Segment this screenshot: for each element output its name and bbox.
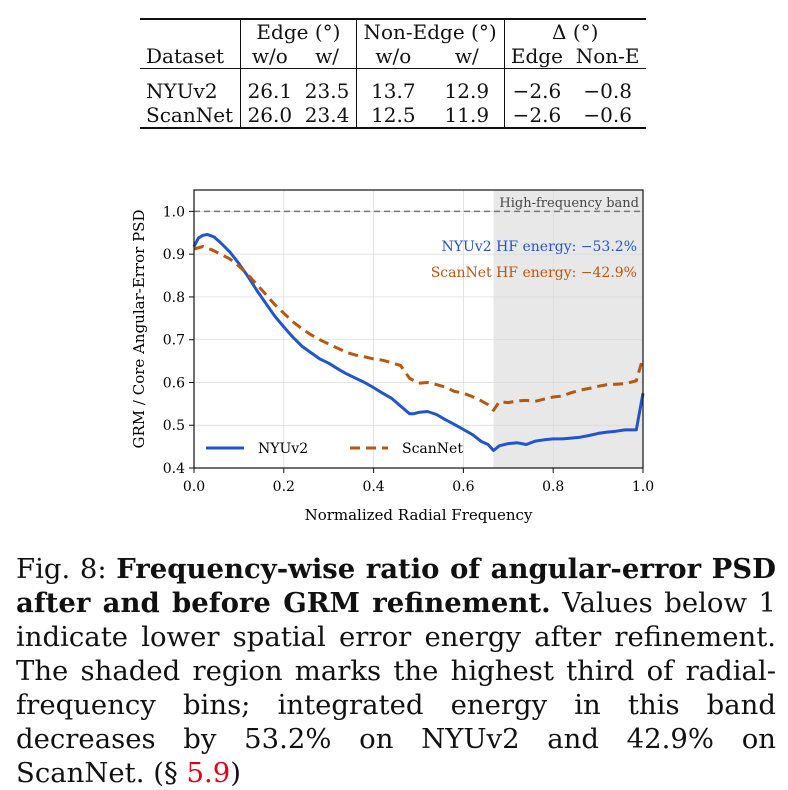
table-cell-delta-edge: −2.6 [503,79,570,103]
table-header-nonedge: Non-Edge (°) [355,19,504,44]
x-tick-label: 0.6 [452,479,474,495]
table-cell-edge-w: 23.5 [304,79,350,103]
series-line-scannet [193,245,645,412]
table-cell-dataset: NYUv2 [146,79,218,103]
table-row: NYUv2 26.1 23.5 13.7 12.9 −2.6 −0.8 [140,79,646,103]
annotation-scannet: ScanNet HF energy: −42.9% [431,265,637,281]
x-tick-label: 0.8 [542,479,564,495]
table-cell-nonedge-wo: 13.7 [355,79,431,103]
figure-caption: Fig. 8: Frequency-wise ratio of angular-… [16,552,776,790]
table-cell-delta-edge: −2.6 [503,103,570,128]
table-header-dataset: Dataset [146,44,225,68]
table-header-edge: Edge (°) [240,19,357,44]
chart-legend: NYUv2 ScanNet [206,441,463,457]
table-header-row-1: Edge (°) Non-Edge (°) Δ (°) [140,19,646,44]
table-cell-delta-nonedge: −0.8 [583,79,632,103]
table-rule-row [140,68,646,79]
psd-ratio-chart: High-frequency band 0.0 0.2 0.4 0.6 0.8 1.00.… [130,189,654,524]
table-cell-nonedge-wo: 12.5 [355,103,431,128]
table-header-delta-edge: Edge [503,44,570,69]
x-tick-label: 1.0 [632,479,654,495]
table-cell-edge-wo: 26.1 [240,79,299,103]
y-tick-label: 0.5 [163,418,185,434]
x-axis-label: Normalized Radial Frequency [305,506,533,524]
series-line-nyuv2 [192,233,645,452]
section-reference-link[interactable]: 5.9 [186,757,231,789]
y-tick-label: 1.0 [163,204,185,220]
results-table: Edge (°) Non-Edge (°) Δ (°) Dataset w/o … [140,18,646,129]
table-cell-dataset: ScanNet [146,103,234,127]
caption-bold: Frequency-wise ratio of angular-error PS… [16,553,776,619]
table-row: ScanNet 26.0 23.4 12.5 11.9 −2.6 −0.6 [140,103,646,128]
legend-label-scannet: ScanNet [402,441,463,457]
y-tick-label: 0.9 [163,247,185,263]
table-header-nonedge-wo: w/o [355,44,431,69]
x-tick-label: 0.0 [183,479,205,495]
table-header-nonedge-w: w/ [454,44,479,68]
table-header-edge-w: w/ [315,44,339,68]
table-header-row-2: Dataset w/o w/ w/o w/ Edge Non-E [140,44,646,69]
table-cell-edge-w: 23.4 [304,103,350,127]
results-table-container: Edge (°) Non-Edge (°) Δ (°) Dataset w/o … [140,18,646,129]
table-cell-nonedge-w: 11.9 [444,103,490,127]
caption-suffix: ) [230,757,241,789]
x-tick-label: 0.2 [273,479,295,495]
y-axis-label: GRM / Core Angular-Error PSD [130,210,148,449]
chart-series [192,233,645,452]
y-tick-label: 0.7 [163,333,185,349]
band-label: High-frequency band [499,196,639,211]
table-cell-edge-wo: 26.0 [240,103,299,128]
table-header-delta-nonedge: Non-E [575,44,640,68]
y-tick-label: 0.8 [163,290,185,306]
plot-frame [193,189,644,469]
y-tick-label: 0.6 [163,375,185,391]
legend-label-nyuv2: NYUv2 [258,441,308,457]
caption-body: Values below 1 indicate lower spatial er… [16,587,776,789]
table-header-delta: Δ (°) [503,19,646,44]
table-header-edge-wo: w/o [240,44,299,69]
high-frequency-band [493,190,643,468]
table-cell-nonedge-w: 12.9 [444,79,490,103]
annotation-nyuv2: NYUv2 HF energy: −53.2% [442,239,637,255]
caption-prefix: Fig. 8: [16,553,117,585]
table-header-empty [140,19,241,44]
y-tick-label: 0.4 [163,461,185,477]
x-tick-label: 0.4 [362,479,384,495]
table-cell-delta-nonedge: −0.6 [583,103,632,127]
chart-ticks: 0.0 0.2 0.4 0.6 0.8 1.0 0.4 0.5 0.6 0.7 0.8 0.9 1.0 [163,204,654,495]
